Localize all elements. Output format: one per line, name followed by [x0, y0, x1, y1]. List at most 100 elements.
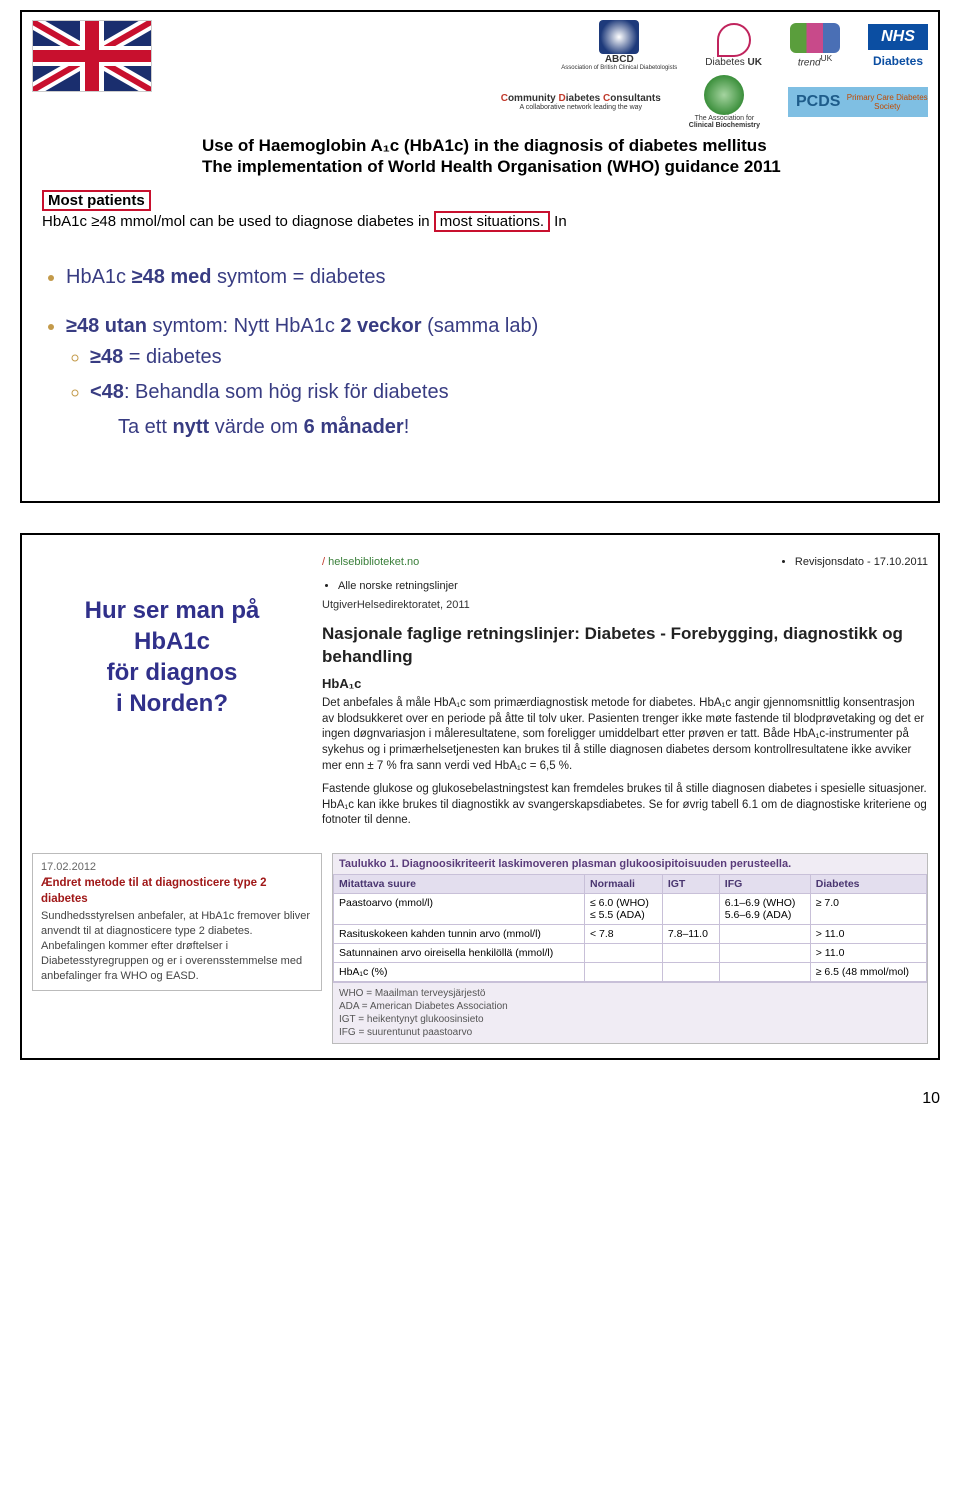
nor-p1: Det anbefales å måle HbA₁c som primærdia…: [322, 696, 928, 774]
q-l3: för diagnos: [32, 657, 312, 688]
fi-col-header: IGT: [662, 874, 719, 893]
q-l1: Hur ser man på: [32, 595, 312, 626]
fi-cell: ≥ 6.5 (48 mmol/mol): [810, 962, 926, 981]
title-line-2: The implementation of World Health Organ…: [202, 156, 918, 177]
fi-header-row: Mitattava suureNormaaliIGTIFGDiabetes: [334, 874, 927, 893]
s2lb: nytt: [172, 416, 209, 438]
bullet-1: HbA1c ≥48 med symtom = diabetes: [66, 262, 918, 293]
s2ld: 6 månader: [304, 416, 404, 438]
fi-cell: [584, 943, 662, 962]
nor-rev: Revisjonsdato - 17.10.2011: [795, 555, 928, 570]
s2b: : Behandla som hög risk för diabetes: [124, 381, 449, 403]
fi-cell: > 11.0: [810, 924, 926, 943]
fi-cell: > 11.0: [810, 943, 926, 962]
abcd-sub: Association of British Clinical Diabetol…: [561, 65, 677, 71]
pcds-sub: Primary Care Diabetes Society: [846, 93, 928, 111]
fi-cell: [662, 943, 719, 962]
nhs-logo: NHS Diabetes: [868, 24, 928, 68]
fi-cell: < 7.8: [584, 924, 662, 943]
b2b: symtom: Nytt HbA1c: [147, 315, 340, 337]
slide-2: Hur ser man på HbA1c för diagnos i Norde…: [20, 533, 940, 1060]
sub-bullet-2-line2: Ta ett nytt värde om 6 månader!: [66, 412, 918, 443]
uk-flag-icon: [32, 20, 152, 92]
most-situations-box: most situations.: [434, 211, 550, 232]
header-row: ABCD Association of British Clinical Dia…: [22, 12, 938, 129]
most-patients-section: Most patients HbA1c ≥48 mmol/mol can be …: [22, 182, 938, 236]
fi-footnotes: WHO = Maailman terveysjärjestö ADA = Ame…: [333, 982, 927, 1043]
s1a: ≥48: [90, 346, 123, 368]
q-l2: HbA1c: [32, 626, 312, 657]
nhs-sub: Diabetes: [873, 54, 923, 68]
trend-text: trend: [798, 57, 821, 68]
fi-cell: ≥ 7.0: [810, 893, 926, 924]
nor-p2: Fastende glukose og glukosebelastningste…: [322, 782, 928, 829]
fi-table-grid: Mitattava suureNormaaliIGTIFGDiabetes Pa…: [333, 874, 927, 982]
b1b: ≥48 med: [132, 266, 212, 288]
cdc-sub: A collaborative network leading the way: [519, 104, 642, 111]
b1c: symtom = diabetes: [212, 266, 386, 288]
fi-col-header: Mitattava suure: [334, 874, 585, 893]
q-l4: i Norden?: [32, 688, 312, 719]
slide-1: ABCD Association of British Clinical Dia…: [20, 10, 940, 503]
fi-cell: [719, 924, 810, 943]
most-patients-label: Most patients: [42, 190, 151, 211]
sub-bullet-1: ≥48 = diabetes: [90, 342, 918, 373]
s2a: <48: [90, 381, 124, 403]
s2la: Ta ett: [118, 416, 172, 438]
nor-heading: Nasjonale faglige retningslinjer: Diabet…: [322, 623, 928, 669]
dk-title: Ændret metode til at diagnosticere type …: [41, 876, 313, 907]
pcds-text: PCDS: [796, 93, 840, 111]
title-line-1: Use of Haemoglobin A₁c (HbA1c) in the di…: [202, 135, 918, 156]
b1a: HbA1c: [66, 266, 132, 288]
table-row: Satunnainen arvo oireisella henkilöllä (…: [334, 943, 927, 962]
dk-date: 17.02.2012: [41, 860, 313, 875]
fi-cell: [662, 962, 719, 981]
fi-cell: 6.1–6.9 (WHO) 5.6–6.9 (ADA): [719, 893, 810, 924]
fi-cell: [662, 893, 719, 924]
biochem-text2: Clinical Biochemistry: [689, 122, 760, 129]
fi-cell: [719, 943, 810, 962]
diabetes-uk-logo: Diabetes UK: [705, 23, 762, 68]
fi-col-header: Diabetes: [810, 874, 926, 893]
bullet-block: HbA1c ≥48 med symtom = diabetes ≥48 utan…: [22, 236, 938, 501]
nor-source: UtgiverHelsedirektoratet, 2011: [322, 598, 928, 613]
nhs-text: NHS: [868, 24, 928, 50]
fi-cell: Satunnainen arvo oireisella henkilöllä (…: [334, 943, 585, 962]
b2d: (samma lab): [422, 315, 539, 337]
abcd-logo: ABCD Association of British Clinical Dia…: [561, 20, 677, 71]
duk-text: Diabetes: [705, 57, 744, 68]
table-row: HbA₁c (%)≥ 6.5 (48 mmol/mol): [334, 962, 927, 981]
fi-cell: [584, 962, 662, 981]
b2c: 2 veckor: [340, 315, 421, 337]
s2lc: värde om: [209, 416, 303, 438]
fi-col-header: Normaali: [584, 874, 662, 893]
fi-caption: Taulukko 1. Diagnoosikriteerit laskimove…: [333, 854, 927, 874]
most-patients-text-a: HbA1c ≥48 mmol/mol can be used to diagno…: [42, 213, 434, 230]
fi-col-header: IFG: [719, 874, 810, 893]
abcd-text: ABCD: [605, 54, 634, 65]
biochem-logo: The Association for Clinical Biochemistr…: [689, 75, 760, 129]
fi-cell: 7.8–11.0: [662, 924, 719, 943]
logo-area: ABCD Association of British Clinical Dia…: [172, 20, 928, 129]
table-row: Rasituskokeen kahden tunnin arvo (mmol/l…: [334, 924, 927, 943]
question-heading: Hur ser man på HbA1c för diagnos i Norde…: [32, 555, 312, 837]
fi-cell: Rasituskokeen kahden tunnin arvo (mmol/l…: [334, 924, 585, 943]
s2le: !: [404, 416, 410, 438]
sub-bullet-2: <48: Behandla som hög risk för diabetes: [90, 377, 918, 408]
bullet-2: ≥48 utan symtom: Nytt HbA1c 2 veckor (sa…: [66, 311, 918, 443]
pcds-logo: PCDS Primary Care Diabetes Society: [788, 87, 928, 117]
fi-cell: Paastoarvo (mmol/l): [334, 893, 585, 924]
b2a: ≥48 utan: [66, 315, 147, 337]
denmark-excerpt: 17.02.2012 Ændret metode til at diagnost…: [32, 853, 322, 991]
norway-excerpt: / helsebiblioteket.no Revisjonsdato - 17…: [322, 555, 928, 837]
cdc-logo: Community Diabetes Consultants A collabo…: [501, 93, 661, 111]
trend-logo: trendUK: [790, 23, 840, 68]
title-block: Use of Haemoglobin A₁c (HbA1c) in the di…: [22, 129, 938, 182]
nor-hba1c-label: HbA₁c: [322, 675, 928, 693]
trend-sup: UK: [821, 53, 833, 63]
biochem-text: The Association for: [695, 115, 755, 122]
dk-body: Sundhedsstyrelsen anbefaler, at HbA1c fr…: [41, 909, 313, 983]
finland-table: Taulukko 1. Diagnoosikriteerit laskimove…: [332, 853, 928, 1044]
nor-ret: Alle norske retningslinjer: [338, 579, 928, 594]
fi-cell: ≤ 6.0 (WHO) ≤ 5.5 (ADA): [584, 893, 662, 924]
